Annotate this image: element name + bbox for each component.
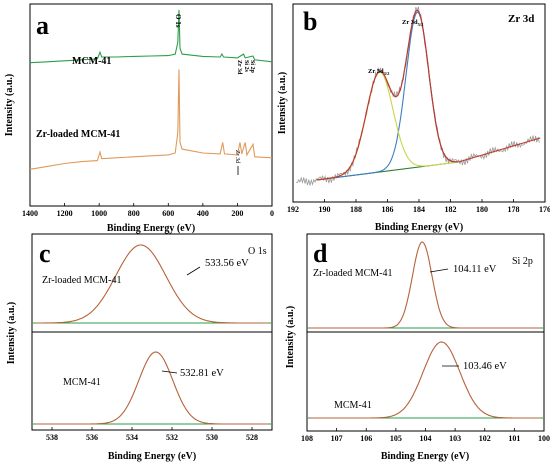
panel-b-xticks: 192 190 188 186 184 182 180 178 176: [287, 199, 550, 214]
x-tick-label: 178: [508, 205, 520, 214]
x-tick-label: 107: [331, 434, 343, 443]
series-label-mcm41: MCM-41: [63, 377, 101, 388]
panel-d: d Si 2p Intensity (a.u.) Binding Energy …: [285, 233, 550, 462]
panel-d-letter: d: [313, 239, 328, 268]
peak-label-532-81: 532.81 eV: [180, 368, 224, 379]
panel-a-ylabel: Intensity (a.u.): [4, 74, 15, 137]
panel-c-title: O 1s: [248, 246, 267, 257]
panel-b-title: Zr 3d: [508, 13, 534, 25]
x-tick-label: 180: [476, 205, 488, 214]
series-label-zr-loaded-mcm41: Zr-loaded MCM-41: [36, 129, 120, 140]
series-line-mcm41: [29, 9, 273, 64]
x-tick-label: 600: [162, 209, 174, 218]
x-tick-label: 800: [128, 209, 140, 218]
fit-envelope-line: [316, 9, 458, 181]
x-tick-label: 532: [166, 433, 178, 442]
peak-label-zr3d52: Zr 3d5/2: [402, 19, 424, 27]
baseline-extension-line: [458, 137, 541, 163]
peak-label-arrow-top: [186, 266, 201, 276]
x-tick-label: 536: [86, 433, 98, 442]
annotation-si2s: Si 2s: [243, 60, 249, 73]
x-tick-label: 1400: [22, 209, 38, 218]
series-label-mcm41: MCM-41: [72, 56, 111, 67]
panel-a: a Intensity (a.u.) Binding Energy (eV) 1…: [4, 3, 274, 234]
x-tick-label: 188: [350, 205, 362, 214]
series-line-zr-loaded-mcm41: [310, 241, 541, 329]
x-tick-label: 200: [231, 209, 243, 218]
annotation-zr3d-bottom: Zr 3d: [234, 150, 240, 164]
x-tick-label: 530: [206, 433, 218, 442]
x-tick-label: 400: [197, 209, 209, 218]
x-tick-label: 101: [508, 434, 520, 443]
x-tick-label: 186: [382, 205, 394, 214]
x-tick-label: 102: [479, 434, 491, 443]
x-tick-label: 528: [246, 433, 258, 442]
series-line-zr-loaded-mcm41: [29, 69, 273, 170]
panel-b-ylabel: Intensity (a.u.): [277, 72, 288, 135]
panel-c-xlabel: Binding Energy (eV): [108, 451, 196, 462]
x-tick-label: 106: [360, 434, 372, 443]
panel-c-xticks: 538 536 534 532 530 528: [46, 427, 258, 442]
panel-a-xlabel: Binding Energy (eV): [107, 223, 195, 234]
x-tick-label: 105: [390, 434, 402, 443]
peak-label-zr3d52-main: Zr 3d: [402, 19, 418, 26]
x-tick-label: 104: [420, 434, 432, 443]
annotation-si2p: Si 2p: [249, 60, 255, 74]
x-tick-label: 103: [449, 434, 461, 443]
peak-label-zr3d52-sub: 5/2: [418, 22, 425, 27]
panel-c-letter: c: [39, 239, 51, 268]
panel-a-letter: a: [36, 11, 49, 40]
x-tick-label: 108: [301, 434, 313, 443]
x-tick-label: 190: [319, 205, 331, 214]
x-tick-label: 538: [46, 433, 58, 442]
x-tick-label: 534: [126, 433, 138, 442]
peak-label-zr3d32-sub: 3/2: [384, 71, 391, 76]
panel-b-frame: [292, 3, 546, 203]
x-tick-label: 192: [287, 205, 299, 214]
peak-label-104-11: 104.11 eV: [453, 264, 497, 275]
x-tick-label: 184: [413, 205, 425, 214]
series-label-zr-loaded-mcm41: Zr-loaded MCM-41: [313, 268, 393, 279]
peak-label-arrow-top: [429, 268, 449, 273]
peak-label-arrow-bottom: [161, 370, 178, 374]
panel-a-frame: [29, 3, 273, 207]
panel-b-xlabel: Binding Energy (eV): [375, 222, 463, 233]
peak-label-zr3d32: Zr 3d3/2: [368, 68, 390, 76]
panel-d-xlabel: Binding Energy (eV): [381, 451, 469, 462]
x-tick-label: 1000: [91, 209, 107, 218]
x-tick-label: 176: [539, 205, 550, 214]
raw-spectrum-line: [296, 6, 540, 186]
panel-d-xticks: 108 107 106 105 104 103 102 101 100: [301, 428, 550, 443]
panel-b: b Zr 3d Intensity (a.u.) Binding Energy …: [277, 3, 550, 233]
panel-c: c O 1s Intensity (a.u.) Binding Energy (…: [6, 233, 273, 462]
x-tick-label: 182: [445, 205, 457, 214]
annotation-o1s: O 1s: [174, 14, 182, 28]
x-tick-label: 0: [270, 209, 274, 218]
panel-c-ylabel: Intensity (a.u.): [6, 302, 17, 365]
x-tick-label: 1200: [57, 209, 73, 218]
peak-label-zr3d32-main: Zr 3d: [368, 68, 384, 75]
series-line-zr-loaded-mcm41: [36, 244, 268, 324]
peak-label-533-56: 533.56 eV: [205, 258, 249, 269]
peak-label-103-46: 103.46 eV: [463, 361, 507, 372]
panel-d-ylabel: Intensity (a.u.): [285, 306, 296, 369]
annotation-zr3d-top: Zr 3d: [236, 60, 242, 75]
x-tick-label: 100: [538, 434, 550, 443]
series-label-mcm41: MCM-41: [334, 400, 372, 411]
panel-d-title: Si 2p: [512, 256, 533, 267]
panel-b-letter: b: [303, 7, 317, 36]
panel-a-xticks: 1400 1200 1000 800 600 400 200 0: [22, 203, 274, 218]
series-line-mcm41: [36, 351, 268, 425]
peak-zr3d52-line: [316, 11, 458, 181]
series-label-zr-loaded-mcm41: Zr-loaded MCM-41: [42, 275, 122, 286]
series-line-mcm41: [310, 341, 541, 419]
